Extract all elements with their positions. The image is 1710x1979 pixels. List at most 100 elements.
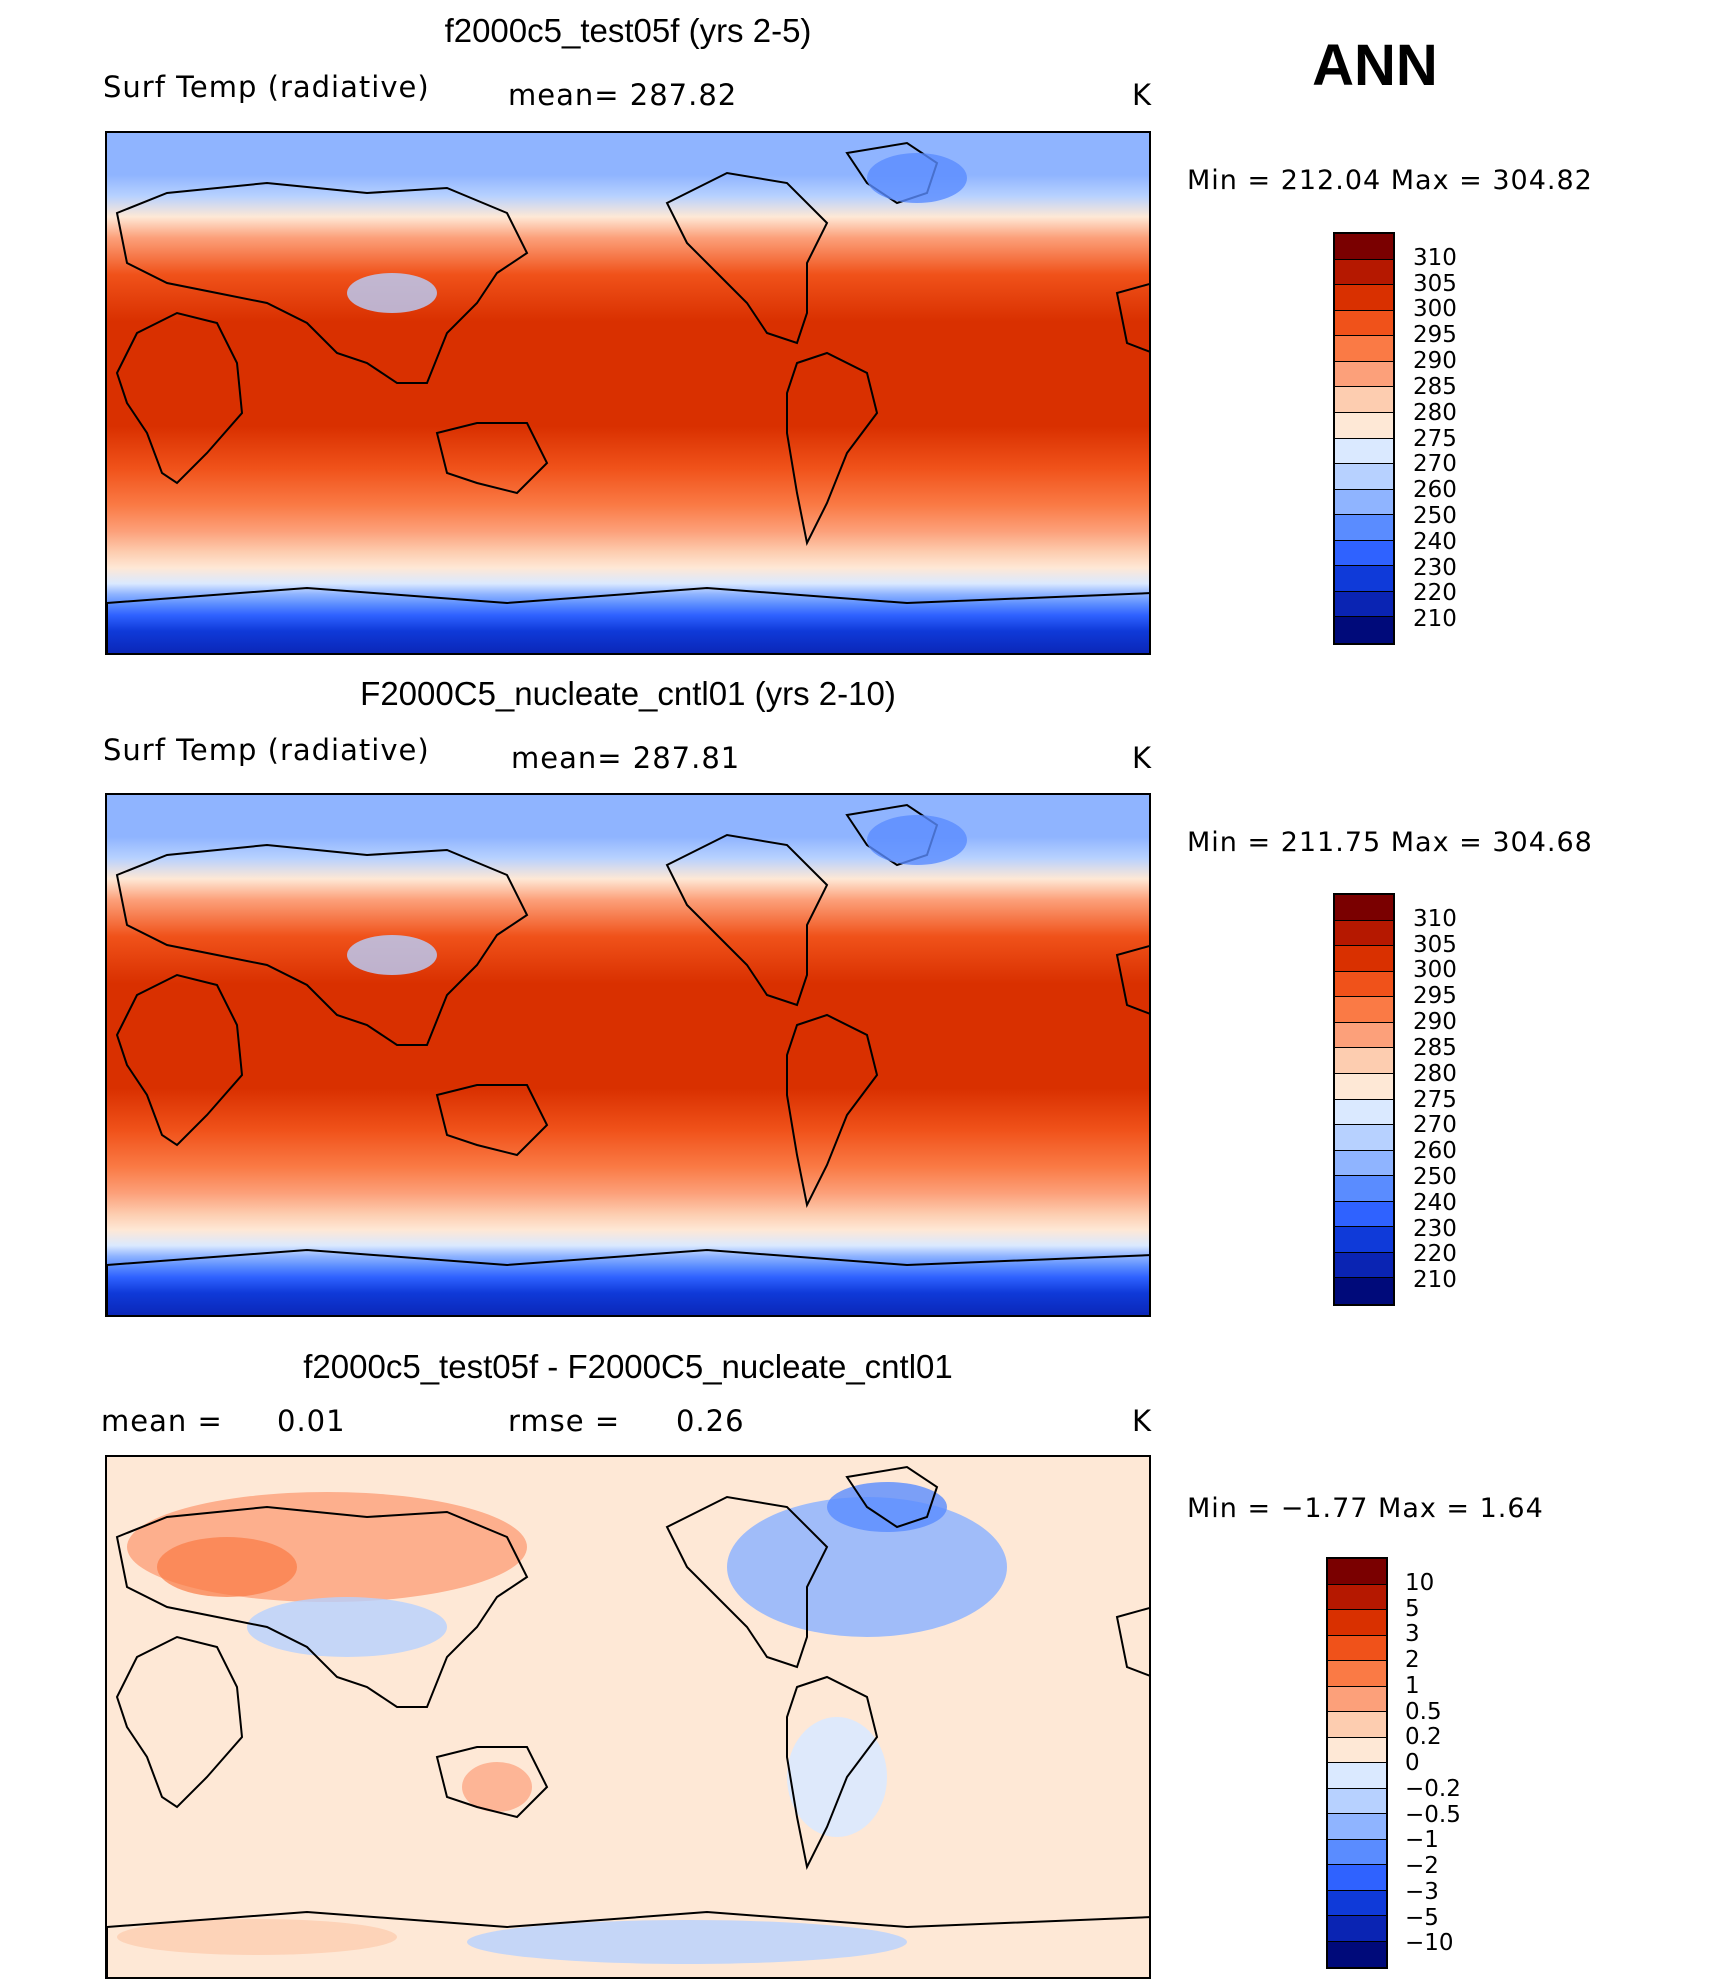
panel3-minmax: Min = −1.77 Max = 1.64: [1187, 1493, 1544, 1524]
panel3-mean-label: mean =: [101, 1404, 223, 1438]
colorbar-swatch: [1335, 895, 1393, 921]
colorbar-swatch: [1328, 1788, 1386, 1814]
colorbar-tick-label: 260: [1413, 1138, 1457, 1165]
colorbar-swatch: [1335, 566, 1393, 592]
colorbar-tick-label: 310: [1413, 244, 1457, 271]
colorbar-tick-label: 210: [1413, 606, 1457, 633]
colorbar-swatch: [1328, 1610, 1386, 1636]
panel1-title: f2000c5_test05f (yrs 2-5): [444, 12, 812, 49]
colorbar-swatch: [1335, 234, 1393, 260]
panel2-units: K: [1132, 741, 1153, 775]
panel2-map-svg: [107, 795, 1149, 1315]
colorbar-swatch: [1335, 617, 1393, 643]
panel2-minmax: Min = 211.75 Max = 304.68: [1187, 827, 1593, 858]
colorbar-swatch: [1335, 336, 1393, 362]
colorbar-swatch: [1335, 489, 1393, 516]
colorbar-tick-label: 3: [1405, 1621, 1420, 1648]
panel3-mean-value: 0.01: [277, 1404, 346, 1438]
colorbar-swatch: [1328, 1916, 1386, 1942]
colorbar-swatch: [1335, 438, 1393, 465]
panel2-title: F2000C5_nucleate_cntl01 (yrs 2-10): [360, 675, 896, 712]
panel1-minmax: Min = 212.04 Max = 304.82: [1187, 165, 1593, 196]
season-label: ANN: [1312, 33, 1438, 98]
colorbar-swatch: [1328, 1635, 1386, 1661]
colorbar-tick-label: 280: [1413, 399, 1457, 426]
colorbar-swatch: [1335, 540, 1393, 567]
colorbar-tick-label: 220: [1413, 580, 1457, 607]
panel2-field: [107, 795, 1149, 1315]
colorbar-tick-label: 290: [1413, 1009, 1457, 1036]
panel2-mean: mean= 287.81: [511, 741, 741, 775]
panel1-colorbar-labels: 310 305 300 295 290 285 280 275 270 260 250 240 230 2…: [1413, 232, 1493, 645]
colorbar-tick-label: 10: [1405, 1569, 1435, 1596]
colorbar-swatch: [1335, 1201, 1393, 1228]
colorbar-swatch: [1335, 1176, 1393, 1202]
colorbar-tick-label: 0.5: [1405, 1698, 1442, 1725]
panel1-variable: Surf Temp (radiative): [103, 70, 430, 104]
colorbar-swatch: [1335, 1227, 1393, 1253]
colorbar-swatch: [1328, 1686, 1386, 1712]
colorbar-swatch: [1335, 1048, 1393, 1074]
colorbar-swatch: [1335, 591, 1393, 618]
colorbar-tick-label: −10: [1405, 1930, 1454, 1957]
colorbar-tick-label: −2: [1405, 1853, 1439, 1879]
colorbar-swatch: [1335, 920, 1393, 947]
colorbar-swatch: [1335, 1150, 1393, 1177]
colorbar-tick-label: 295: [1413, 983, 1457, 1010]
colorbar-tick-label: −3: [1405, 1878, 1439, 1905]
panel3-units: K: [1132, 1404, 1153, 1438]
colorbar-tick-label: 270: [1413, 1112, 1457, 1139]
colorbar-tick-label: −0.5: [1405, 1801, 1461, 1828]
colorbar-tick-label: 5: [1405, 1595, 1420, 1622]
colorbar-tick-label: 275: [1413, 425, 1457, 452]
colorbar-swatch: [1335, 997, 1393, 1023]
colorbar-tick-label: 290: [1413, 348, 1457, 375]
colorbar-tick-label: 230: [1413, 554, 1457, 581]
panel3-colorbar-labels: 10 5 3 2 1 0.5 0.2 0 −0.2 −0.5 −1 −2 −3 −5 −10: [1405, 1557, 1505, 1969]
panel3-title: f2000c5_test05f - F2000C5_nucleate_cntl0…: [303, 1348, 953, 1385]
panel3-rmse-value: 0.26: [676, 1404, 745, 1438]
panel1-map: [105, 131, 1151, 655]
colorbar-tick-label: 240: [1413, 1189, 1457, 1216]
colorbar-swatch: [1335, 464, 1393, 490]
panel2-map: [105, 793, 1151, 1317]
colorbar-tick-label: 305: [1413, 270, 1457, 297]
panel2-variable: Surf Temp (radiative): [103, 733, 430, 767]
colorbar-tick-label: 310: [1413, 905, 1457, 932]
panel3-colorbar: [1326, 1557, 1388, 1969]
panel2-colorbar-labels: 310 305 300 295 290 285 280 275 270 260 250 240 230 2…: [1413, 893, 1493, 1306]
colorbar-swatch: [1328, 1865, 1386, 1891]
colorbar-swatch: [1335, 971, 1393, 998]
colorbar-swatch: [1328, 1737, 1386, 1763]
colorbar-swatch: [1328, 1839, 1386, 1865]
colorbar-tick-label: 300: [1413, 296, 1457, 323]
colorbar-tick-label: 240: [1413, 528, 1457, 555]
panel1-field: [107, 133, 1149, 653]
colorbar-swatch: [1335, 946, 1393, 972]
colorbar-tick-label: 295: [1413, 322, 1457, 349]
colorbar-tick-label: 0: [1405, 1750, 1420, 1776]
colorbar-swatch: [1335, 515, 1393, 541]
colorbar-tick-label: 250: [1413, 1163, 1457, 1190]
colorbar-swatch: [1328, 1661, 1386, 1687]
colorbar-tick-label: 210: [1413, 1267, 1457, 1294]
colorbar-tick-label: 1: [1405, 1672, 1420, 1699]
colorbar-tick-label: 285: [1413, 1034, 1457, 1061]
colorbar-tick-label: 230: [1413, 1215, 1457, 1242]
colorbar-tick-label: 220: [1413, 1241, 1457, 1268]
colorbar-swatch: [1335, 361, 1393, 388]
colorbar-tick-label: 2: [1405, 1647, 1420, 1673]
colorbar-tick-label: 250: [1413, 502, 1457, 529]
colorbar-swatch: [1335, 259, 1393, 286]
panel1-map-svg: [107, 133, 1149, 653]
colorbar-swatch: [1335, 387, 1393, 413]
panel3-map: [105, 1455, 1151, 1979]
colorbar-swatch: [1328, 1584, 1386, 1610]
colorbar-swatch: [1328, 1890, 1386, 1916]
colorbar-tick-label: 270: [1413, 451, 1457, 478]
colorbar-tick-label: 305: [1413, 931, 1457, 958]
colorbar-swatch: [1335, 1278, 1393, 1304]
panel1-colorbar: [1333, 232, 1395, 645]
colorbar-swatch: [1328, 1712, 1386, 1738]
panel3-rmse-label: rmse =: [508, 1404, 621, 1438]
